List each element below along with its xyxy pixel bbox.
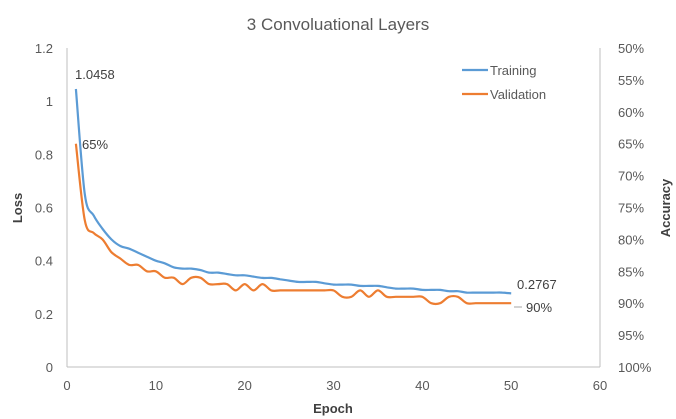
y-tick-label: 1.2 <box>35 41 53 56</box>
y2-tick-label: 80% <box>618 232 644 247</box>
x-tick-label: 50 <box>504 378 518 393</box>
training-end-label: 0.2767 <box>517 277 557 292</box>
x-tick-label: 60 <box>593 378 607 393</box>
legend-training-label: Training <box>490 63 536 78</box>
y-tick-label: 0 <box>46 360 53 375</box>
x-tick-label: 20 <box>237 378 251 393</box>
series-lines <box>74 88 512 306</box>
y2-tick-label: 70% <box>618 169 644 184</box>
chart-axes <box>66 48 601 368</box>
training-start-label: 1.0458 <box>75 67 115 82</box>
y2-tick-label: 65% <box>618 137 644 152</box>
validation-end-label: 90% <box>526 300 552 315</box>
y2-tick-label: 75% <box>618 201 644 216</box>
y2-tick-label: 100% <box>618 360 652 375</box>
y-axis-ticks: 0 0.2 0.4 0.6 0.8 1 1.2 <box>35 41 53 375</box>
y-axis-title: Loss <box>10 193 25 223</box>
y-tick-label: 1 <box>46 94 53 109</box>
x-axis-title: Epoch <box>313 401 353 416</box>
y2-tick-label: 55% <box>618 73 644 88</box>
legend: Training Validation <box>462 63 546 102</box>
training-series-line <box>74 88 512 295</box>
validation-series-line <box>74 143 512 306</box>
x-tick-label: 30 <box>326 378 340 393</box>
chart-title: 3 Convoluational Layers <box>247 15 429 34</box>
x-tick-label: 10 <box>149 378 163 393</box>
y2-axis-ticks: 50% 55% 60% 65% 70% 75% 80% 85% 90% 95% 100% <box>618 41 652 375</box>
y-tick-label: 0.2 <box>35 307 53 322</box>
y2-tick-label: 90% <box>618 296 644 311</box>
x-tick-label: 40 <box>415 378 429 393</box>
y-tick-label: 0.6 <box>35 201 53 216</box>
y2-tick-label: 95% <box>618 328 644 343</box>
x-tick-label: 0 <box>63 378 70 393</box>
y2-tick-label: 85% <box>618 264 644 279</box>
legend-validation-label: Validation <box>490 87 546 102</box>
y-tick-label: 0.8 <box>35 147 53 162</box>
y2-tick-label: 60% <box>618 105 644 120</box>
validation-start-label: 65% <box>82 137 108 152</box>
x-axis-ticks: 0 10 20 30 40 50 60 <box>63 378 607 393</box>
y-tick-label: 0.4 <box>35 254 53 269</box>
y2-tick-label: 50% <box>618 41 644 56</box>
y2-axis-title: Accuracy <box>658 178 673 237</box>
